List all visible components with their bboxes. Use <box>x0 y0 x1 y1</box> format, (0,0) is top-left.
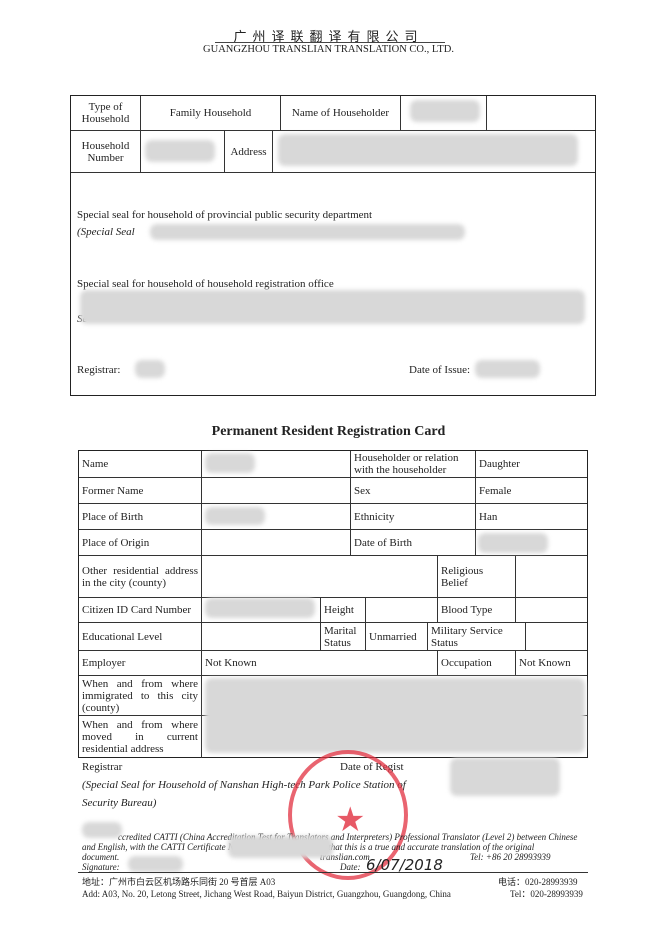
ethnicity-value: Han <box>479 510 498 523</box>
height-label: Height <box>321 598 366 622</box>
education-label: Educational Level <box>79 623 202 650</box>
id-label: Citizen ID Card Number <box>79 598 202 622</box>
card-seal-note2: Security Bureau) <box>82 797 157 809</box>
footer-statement3: document. <box>82 852 120 862</box>
seal-provincial-note: (Special Seal <box>77 226 135 238</box>
footer-statement1: ccredited CATTI (China Accreditation Tes… <box>118 832 578 842</box>
redacted <box>205 507 265 525</box>
redacted <box>278 134 578 166</box>
card-registrar-label: Registrar <box>82 761 123 773</box>
military-label: Military Service Status <box>428 623 526 650</box>
type-value: Family Household <box>141 96 281 130</box>
redacted <box>145 140 215 162</box>
name-label: Name <box>79 451 202 477</box>
redacted <box>128 856 183 872</box>
footer-statement2b: confirm that this is a true and accurate… <box>298 842 535 852</box>
seal-office: Special seal for household of household … <box>77 278 334 290</box>
redacted <box>80 290 585 324</box>
footer-email: translian.com <box>320 852 370 862</box>
relation-value: Daughter <box>479 458 520 470</box>
number-value <box>141 131 225 172</box>
redacted <box>135 360 165 378</box>
redacted <box>150 224 465 240</box>
seal-provincial: Special seal for household of provincial… <box>77 209 373 221</box>
sex-value: Female <box>479 484 512 497</box>
origin-label: Place of Origin <box>79 530 202 555</box>
company-name-en: GUANGZHOU TRANSLIAN TRANSLATION CO., LTD… <box>203 44 454 55</box>
name-value <box>202 451 351 477</box>
seal-star-icon: ★ <box>335 802 366 839</box>
marital-label: Marital Status <box>321 623 366 650</box>
former-name-label: Former Name <box>79 478 202 503</box>
moved-label: When and from where moved in current res… <box>79 716 202 758</box>
redacted <box>205 678 585 753</box>
redacted <box>450 758 560 796</box>
number-label: Household Number <box>71 131 141 172</box>
occupation-label: Occupation <box>438 651 516 675</box>
registrar-label: Registrar: <box>77 364 121 376</box>
redacted <box>475 360 540 378</box>
dob-label: Date of Birth <box>351 530 476 555</box>
sex-label: Sex <box>351 478 476 503</box>
footer-divider <box>78 872 588 873</box>
footer-tel-cn: 电话：020-28993939 <box>498 877 578 887</box>
company-name-cn: 广州译联翻译有限公司 <box>233 29 424 44</box>
marital-value: Unmarried <box>366 623 428 650</box>
date-label: Date: <box>340 862 361 872</box>
householder-label: Name of Householder <box>281 96 401 130</box>
ethnicity-label: Ethnicity <box>351 504 476 529</box>
employer-label: Employer <box>79 651 202 675</box>
relation-label: Householder or relation with the househo… <box>351 451 476 477</box>
header-divider <box>215 42 445 43</box>
translation-company-seal <box>288 750 408 880</box>
redacted <box>82 822 122 838</box>
type-label: Type of Household <box>71 96 141 130</box>
issue-date-label: Date of Issue: <box>409 364 471 376</box>
occupation-value: Not Known <box>519 657 571 669</box>
footer-address-cn: 地址：广州市白云区机场路乐同街 20 号首层 A03 <box>82 877 276 887</box>
footer-statement2: and English, with the CATTI Certificate … <box>82 842 234 852</box>
card-title: Permanent Resident Registration Card <box>211 424 446 439</box>
address-label: Address <box>225 131 273 172</box>
redacted <box>205 598 315 618</box>
other-address-label: Other residential address in the city (c… <box>79 556 202 597</box>
handwritten-date: 6/07/2018 <box>366 856 443 874</box>
redacted <box>205 453 255 473</box>
religion-label: Religious Belief <box>438 556 516 597</box>
birthplace-label: Place of Birth <box>79 504 202 529</box>
footer-tel-en: Tel：020-28993939 <box>510 889 583 899</box>
householder-value <box>401 96 487 130</box>
registration-card-table: Name Householder or relation with the ho… <box>78 450 588 758</box>
redacted <box>410 100 480 122</box>
redacted <box>478 533 548 553</box>
employer-value: Not Known <box>202 651 438 675</box>
redacted <box>228 836 333 858</box>
immigrated-label: When and from where immigrated to this c… <box>79 676 202 715</box>
signature-label: Signature: <box>82 862 120 872</box>
blood-label: Blood Type <box>438 598 516 622</box>
footer-address-en: Add: A03, No. 20, Letong Street, Jichang… <box>82 889 451 899</box>
footer-tel: Tel: +86 20 28993939 <box>470 852 551 862</box>
